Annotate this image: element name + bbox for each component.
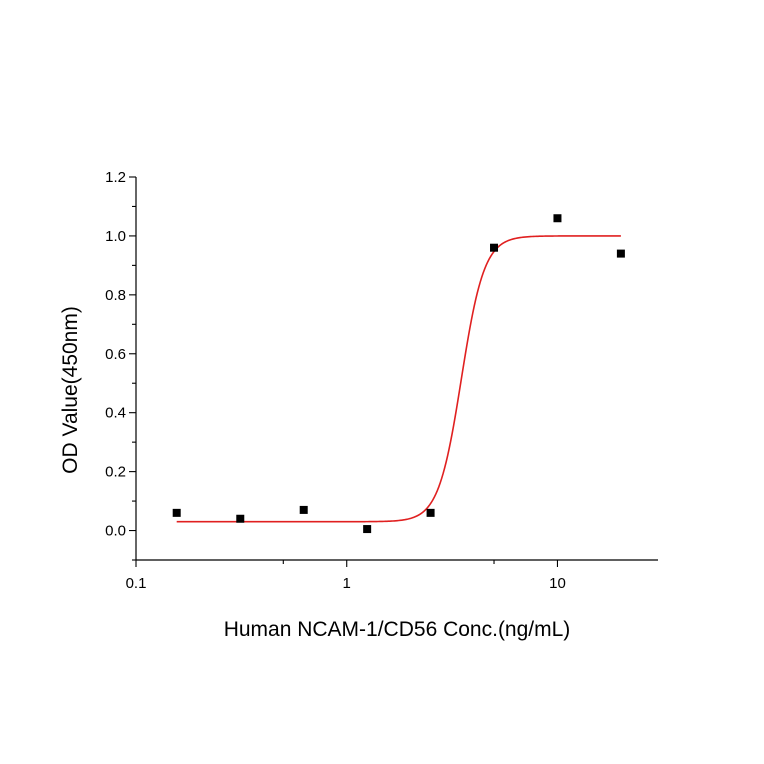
y-tick-label: 0.2 [105, 464, 126, 481]
data-point [172, 508, 181, 517]
x-tick-label: 10 [549, 575, 566, 592]
y-tick-label: 1.0 [105, 228, 126, 245]
data-point [553, 214, 562, 223]
data-point [363, 525, 372, 534]
data-point [490, 243, 499, 252]
x-axis-title: Human NCAM-1/CD56 Conc.(ng/mL) [224, 618, 571, 641]
fit-curve [176, 235, 621, 523]
y-tick-label: 1.2 [105, 169, 126, 186]
y-axis-title: OD Value(450nm) [59, 306, 82, 474]
x-tick-label: 0.1 [126, 575, 147, 592]
data-point [299, 505, 308, 514]
x-axis-ticks: 0.1 1 10 [126, 560, 566, 592]
y-tick-label: 0.4 [105, 405, 126, 422]
data-point [236, 514, 245, 523]
y-axis-ticks: 0.0 0.2 0.4 0.6 0.8 1.0 1.2 [105, 169, 136, 561]
data-point [616, 249, 625, 258]
y-tick-label: 0.0 [105, 523, 126, 540]
y-tick-label: 0.6 [105, 346, 126, 363]
y-tick-label: 0.8 [105, 287, 126, 304]
x-tick-label: 1 [343, 575, 351, 592]
data-points [172, 214, 625, 534]
axes-frame [135, 177, 658, 561]
data-point [426, 508, 435, 517]
